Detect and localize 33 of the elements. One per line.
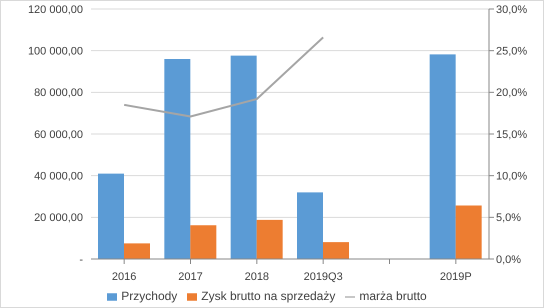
line-series bbox=[123, 36, 324, 118]
y2-tick-label: 30,0% bbox=[496, 4, 528, 16]
bar bbox=[98, 174, 124, 259]
x-tick-label: 2018 bbox=[244, 270, 270, 283]
bar bbox=[297, 192, 323, 259]
y-tick-label: 100 000,00 bbox=[28, 46, 83, 58]
legend-label: Zysk brutto na sprzedaży bbox=[201, 289, 336, 303]
y2-tick-label: 10,0% bbox=[496, 170, 528, 183]
y2-tick-label: 25,0% bbox=[496, 46, 528, 58]
y-tick-label: 120 000,00 bbox=[28, 4, 83, 16]
y-tick-label: 20 000,00 bbox=[34, 212, 83, 224]
y-tick-label: 60 000,00 bbox=[34, 128, 83, 141]
bar bbox=[230, 56, 257, 259]
x-tick-label: 2016 bbox=[112, 270, 136, 283]
bar bbox=[164, 59, 190, 259]
legend-label: Przychody bbox=[121, 289, 178, 303]
x-tick-label: 2017 bbox=[178, 270, 203, 283]
bar bbox=[323, 242, 349, 259]
y2-tick-label: 15,0% bbox=[496, 128, 528, 141]
y2-tick-label: 5,0% bbox=[496, 212, 522, 224]
bar bbox=[124, 243, 150, 259]
y2-tick-label: 20,0% bbox=[496, 87, 528, 100]
legend-label: marża brutto bbox=[359, 289, 427, 303]
bar bbox=[256, 220, 283, 259]
bar bbox=[190, 225, 216, 259]
y-tick-label: 80 000,00 bbox=[34, 87, 83, 100]
x-tick-label: 2019Q3 bbox=[304, 270, 343, 283]
bar bbox=[430, 54, 456, 259]
x-tick-label: 2019P bbox=[440, 270, 472, 283]
y-tick-label: - bbox=[79, 254, 84, 266]
bar bbox=[456, 205, 482, 259]
y2-tick-label: 0,0% bbox=[496, 254, 522, 266]
y-tick-label: 40 000,00 bbox=[34, 170, 83, 183]
